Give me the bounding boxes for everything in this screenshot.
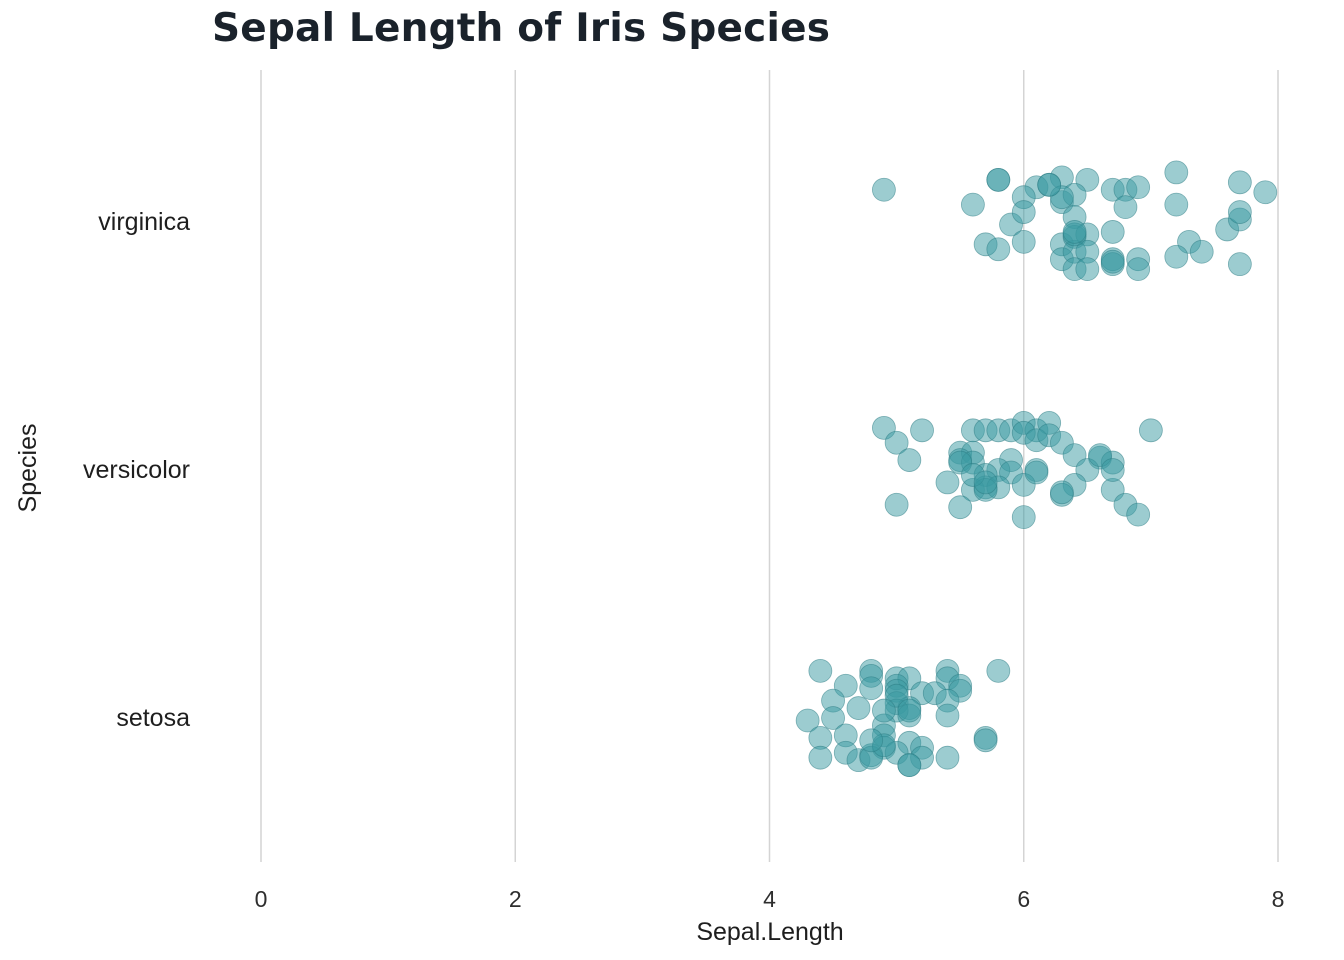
- data-point: [948, 495, 973, 520]
- data-point: [1253, 180, 1278, 205]
- data-point: [872, 177, 896, 202]
- y-axis-ticks: setosa versicolor virginica: [83, 208, 190, 732]
- y-tick-label: virginica: [98, 208, 190, 236]
- data-point: [986, 237, 1011, 262]
- data-point: [1100, 220, 1125, 244]
- data-point: [961, 192, 985, 217]
- data-point: [1075, 257, 1100, 282]
- data-point: [1024, 460, 1049, 485]
- data-point: [1011, 505, 1036, 530]
- data-point: [1037, 172, 1062, 197]
- x-axis-label: Sepal.Length: [696, 918, 843, 946]
- data-point: [1227, 252, 1252, 277]
- data-point: [1011, 229, 1036, 254]
- data-point: [1062, 220, 1087, 244]
- data-point: [1227, 170, 1252, 195]
- data-point: [795, 708, 820, 733]
- data-point: [1164, 160, 1189, 185]
- data-point: [808, 658, 833, 683]
- data-point: [1100, 249, 1125, 274]
- y-tick-label: setosa: [116, 704, 190, 732]
- data-point: [1126, 502, 1151, 527]
- data-point: [846, 696, 871, 720]
- chart-title: Sepal Length of Iris Species: [212, 6, 831, 51]
- data-point: [973, 470, 998, 495]
- data-point: [1227, 200, 1252, 224]
- data-point: [986, 167, 1011, 192]
- data-point: [897, 448, 922, 472]
- data-point: [1189, 239, 1214, 264]
- data-point: [1126, 175, 1151, 200]
- data-point: [1011, 200, 1036, 224]
- data-point: [1049, 480, 1074, 505]
- data-point: [935, 470, 960, 495]
- data-point: [884, 430, 909, 455]
- x-tick-label: 4: [763, 886, 776, 912]
- data-point: [872, 698, 896, 723]
- y-axis-label: Species: [14, 424, 42, 513]
- data-point: [1164, 244, 1189, 269]
- data-point: [910, 418, 934, 443]
- x-axis-ticks: 0 2 4 6 8: [255, 886, 1285, 912]
- data-point: [1113, 195, 1138, 220]
- x-tick-label: 0: [255, 886, 268, 912]
- data-point: [859, 728, 884, 753]
- data-point: [935, 703, 960, 728]
- data-point: [935, 745, 960, 770]
- data-point: [808, 745, 833, 770]
- data-point: [897, 698, 922, 723]
- x-tick-label: 8: [1272, 886, 1285, 912]
- data-point: [973, 728, 998, 753]
- x-tick-label: 2: [509, 886, 522, 912]
- data-point: [859, 676, 884, 701]
- data-point: [1138, 418, 1163, 443]
- data-point: [1100, 458, 1125, 482]
- x-tick-label: 6: [1017, 886, 1030, 912]
- data-points: [795, 160, 1278, 778]
- y-tick-label: versicolor: [83, 456, 190, 484]
- data-point: [884, 492, 909, 517]
- data-point: [986, 658, 1011, 683]
- data-point: [1126, 257, 1151, 282]
- data-point: [1164, 192, 1189, 217]
- data-point: [897, 753, 922, 778]
- data-point: [821, 706, 845, 730]
